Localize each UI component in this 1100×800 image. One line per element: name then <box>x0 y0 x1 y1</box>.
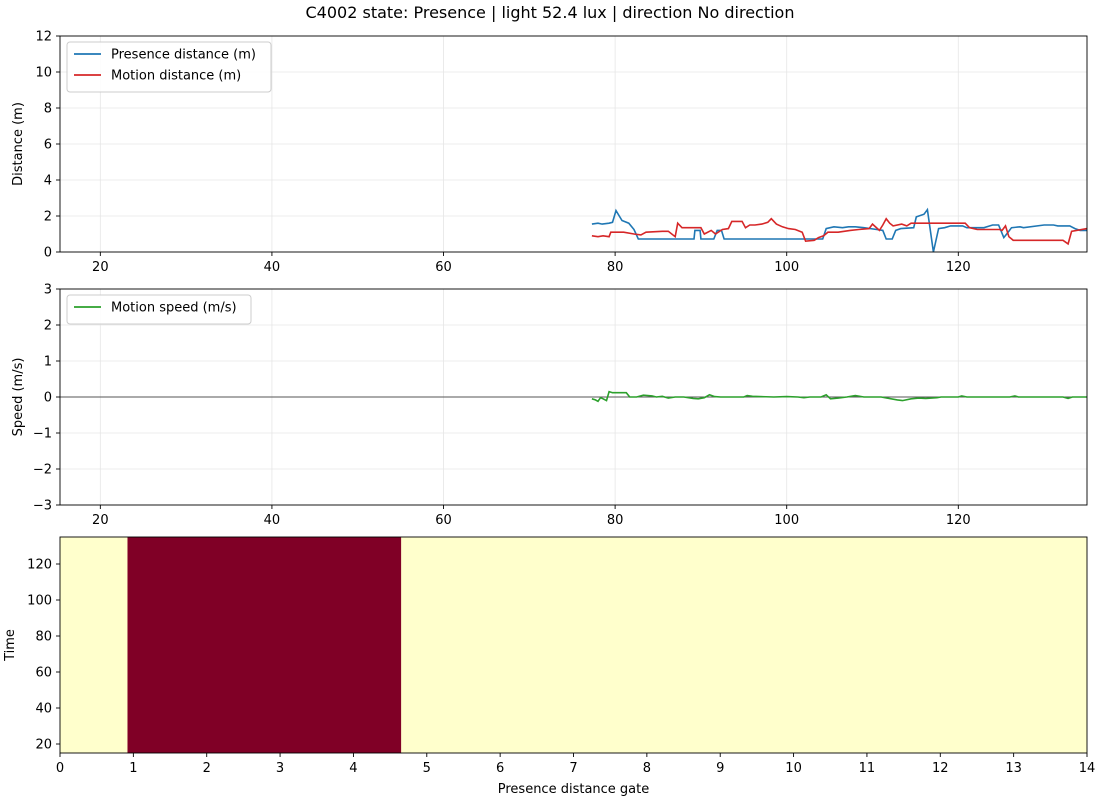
heatmap-x-tick-label: 9 <box>716 761 724 776</box>
speed-y-tick-label: 1 <box>44 355 52 370</box>
heatmap-x-tick-label: 13 <box>1005 761 1022 776</box>
heatmap-y-tick-label: 120 <box>27 558 52 573</box>
distance-legend: Presence distance (m) Motion distance (m) <box>66 41 272 93</box>
heatmap-x-tick-label: 7 <box>569 761 577 776</box>
speed-x-tick-label: 20 <box>92 513 109 528</box>
distance-x-tick-label: 80 <box>607 260 624 275</box>
speed-x-tick-label: 60 <box>435 513 452 528</box>
figure-title: C4002 state: Presence | light 52.4 lux |… <box>306 3 795 22</box>
heatmap-y-tick-label: 20 <box>35 738 52 753</box>
speed-x-tick-label: 40 <box>264 513 281 528</box>
speed-x-tick-label: 100 <box>774 513 799 528</box>
heatmap-x-tick-label: 14 <box>1079 761 1096 776</box>
distance-y-tick-label: 10 <box>35 66 52 81</box>
speed-y-tick-label: −3 <box>33 499 52 514</box>
heatmap-x-tick-label: 12 <box>932 761 949 776</box>
distance-y-tick-label: 0 <box>44 246 52 261</box>
distance-chart: 20 40 60 80 100 120 0 2 4 6 8 10 12 Distance (m) Prese… <box>11 30 1088 275</box>
heatmap-x-tick-label: 1 <box>129 761 137 776</box>
heatmap-x-tick-label: 4 <box>349 761 357 776</box>
heatmap-x-tick-label: 5 <box>423 761 431 776</box>
heatmap-y-tick-label: 40 <box>35 702 52 717</box>
speed-y-tick-label: 3 <box>44 283 52 298</box>
distance-x-tick-label: 20 <box>92 260 109 275</box>
distance-series-1-line <box>591 217 1087 246</box>
distance-legend-box <box>66 41 272 93</box>
speed-y-tick-label: −1 <box>33 427 52 442</box>
heatmap-x-tick-label: 8 <box>643 761 651 776</box>
distance-y-axis-label: Distance (m) <box>11 102 26 186</box>
speed-legend-box <box>66 294 252 325</box>
speed-legend-label-0: Motion speed (m/s) <box>111 301 237 316</box>
distance-y-tick-label: 6 <box>44 138 52 153</box>
heatmap-x-axis-label: Presence distance gate <box>498 782 650 797</box>
distance-x-tick-label: 120 <box>946 260 971 275</box>
distance-x-tick-label: 60 <box>435 260 452 275</box>
speed-x-tick-label: 120 <box>946 513 971 528</box>
speed-y-tick-label: 2 <box>44 319 52 334</box>
speed-x-tick-label: 80 <box>607 513 624 528</box>
gate-heatmap: 0 1 2 3 4 5 6 7 8 9 10 11 12 13 1420406080100120Presen… <box>3 536 1096 797</box>
heatmap-x-tick-label: 10 <box>785 761 802 776</box>
distance-legend-label-1: Motion distance (m) <box>111 69 241 84</box>
distance-x-tick-label: 40 <box>264 260 281 275</box>
distance-x-tick-label: 100 <box>774 260 799 275</box>
heatmap-x-tick-label: 3 <box>276 761 284 776</box>
speed-series-0-line <box>591 390 1087 403</box>
speed-legend: Motion speed (m/s) <box>66 294 252 325</box>
heatmap-x-tick-label: 6 <box>496 761 504 776</box>
heatmap-y-tick-label: 60 <box>35 666 52 681</box>
speed-y-axis-label: Speed (m/s) <box>11 358 26 437</box>
distance-y-tick-label: 12 <box>35 30 52 45</box>
distance-legend-label-0: Presence distance (m) <box>111 48 256 63</box>
heatmap-cell-region-0 <box>127 537 402 753</box>
distance-y-tick-label: 8 <box>44 102 52 117</box>
speed-chart: 20 40 60 80 100 120 −3 −2 −1 0 1 2 3 Speed (m/s) Motio… <box>11 283 1088 528</box>
heatmap-y-tick-label: 100 <box>27 594 52 609</box>
heatmap-x-tick-label: 0 <box>56 761 64 776</box>
heatmap-x-tick-label: 11 <box>859 761 876 776</box>
speed-y-tick-label: 0 <box>44 391 52 406</box>
heatmap-x-tick-label: 2 <box>203 761 211 776</box>
distance-y-tick-label: 4 <box>44 174 52 189</box>
speed-y-tick-label: −2 <box>33 463 52 478</box>
heatmap-y-tick-label: 80 <box>35 630 52 645</box>
distance-y-tick-label: 2 <box>44 210 52 225</box>
heatmap-y-axis-label: Time <box>3 629 18 662</box>
